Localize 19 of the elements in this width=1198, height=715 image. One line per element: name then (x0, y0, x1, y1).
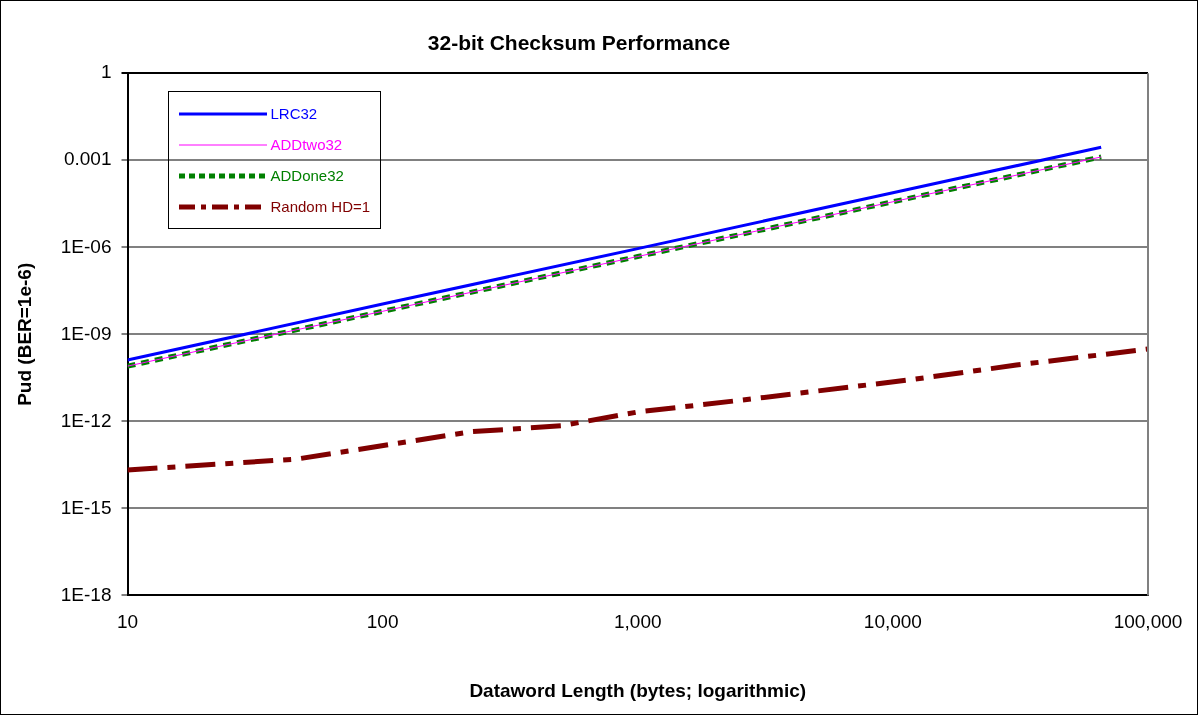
x-tick-label: 1,000 (613, 611, 662, 633)
y-tick-label: 1E-09 (60, 322, 112, 344)
x-axis-title: Dataword Length (bytes; logarithmic) (469, 679, 807, 701)
x-tick-label: 10 (116, 611, 139, 633)
y-tick-label: 1 (100, 61, 112, 83)
x-tick-label: 100 (366, 611, 399, 633)
text: ADDone32 (270, 167, 344, 185)
y-tick-label: 0.001 (63, 148, 112, 170)
y-tick-label: 1E-06 (60, 235, 112, 257)
chart-title: 32-bit Checksum Performance (427, 31, 731, 55)
text: ADDtwo32 (270, 136, 343, 154)
y-tick-label: 1E-12 (60, 409, 112, 431)
x-tick-label: 100,000 (1113, 611, 1183, 633)
y-tick-label: 1E-15 (60, 496, 112, 518)
y-tick-label: 1E-18 (60, 583, 112, 605)
text: Random HD=1 (270, 198, 371, 216)
text: LRC32 (270, 105, 318, 123)
y-axis-title: Pud (BER=1e-6) (13, 262, 35, 406)
x-tick-label: 10,000 (863, 611, 922, 633)
